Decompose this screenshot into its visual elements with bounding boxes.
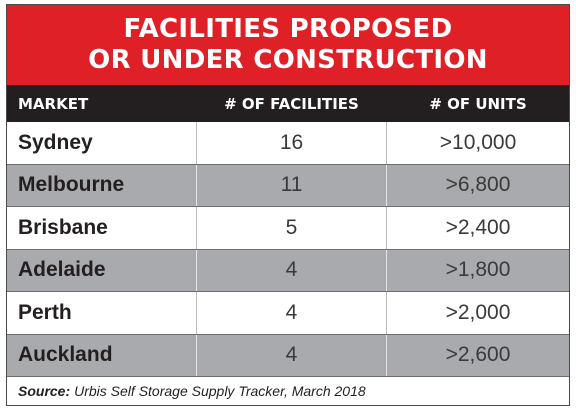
market-cell: Perth xyxy=(18,300,72,324)
column-header-units: # OF UNITS xyxy=(429,94,527,113)
table-title-line-2: OR UNDER CONSTRUCTION xyxy=(88,45,488,75)
table-row: Adelaide 4 >1,800 xyxy=(7,249,569,292)
units-cell: >2,600 xyxy=(445,343,511,367)
table-title-line-1: FACILITIES PROPOSED xyxy=(123,14,453,44)
units-cell: >10,000 xyxy=(439,130,517,154)
table-body: Sydney 16 >10,000 Melbourne 11 >6,800 Br… xyxy=(7,122,569,377)
market-cell: Sydney xyxy=(18,130,93,154)
table-row: Sydney 16 >10,000 xyxy=(7,122,569,165)
market-cell: Adelaide xyxy=(18,258,106,282)
facilities-cell: 4 xyxy=(285,258,298,282)
units-cell: >6,800 xyxy=(445,173,511,197)
column-header-market: MARKET xyxy=(18,94,89,113)
units-cell: >2,400 xyxy=(445,215,511,239)
facilities-cell: 4 xyxy=(285,343,298,367)
units-cell: >2,000 xyxy=(445,300,511,324)
table-row: Melbourne 11 >6,800 xyxy=(7,164,569,207)
market-cell: Brisbane xyxy=(18,215,108,239)
table-row: Perth 4 >2,000 xyxy=(7,292,569,335)
facilities-cell: 5 xyxy=(285,215,298,239)
units-cell: >1,800 xyxy=(445,258,511,282)
market-cell: Melbourne xyxy=(18,173,125,197)
table-row: Auckland 4 >2,600 xyxy=(7,334,569,377)
source-text: Urbis Self Storage Supply Tracker, March… xyxy=(74,383,366,399)
facilities-cell: 4 xyxy=(285,300,298,324)
facilities-cell: 11 xyxy=(280,173,303,197)
market-cell: Auckland xyxy=(18,343,113,367)
table-card: FACILITIES PROPOSED OR UNDER CONSTRUCTIO… xyxy=(6,4,570,406)
source-label: Source: xyxy=(18,383,71,399)
column-header-facilities: # OF FACILITIES xyxy=(224,94,359,113)
source-note: Source: Urbis Self Storage Supply Tracke… xyxy=(7,377,569,405)
title-banner: FACILITIES PROPOSED OR UNDER CONSTRUCTIO… xyxy=(7,5,569,85)
table-row: Brisbane 5 >2,400 xyxy=(7,207,569,250)
table-header-row: MARKET # OF FACILITIES # OF UNITS xyxy=(7,85,569,122)
facilities-cell: 16 xyxy=(279,130,304,154)
